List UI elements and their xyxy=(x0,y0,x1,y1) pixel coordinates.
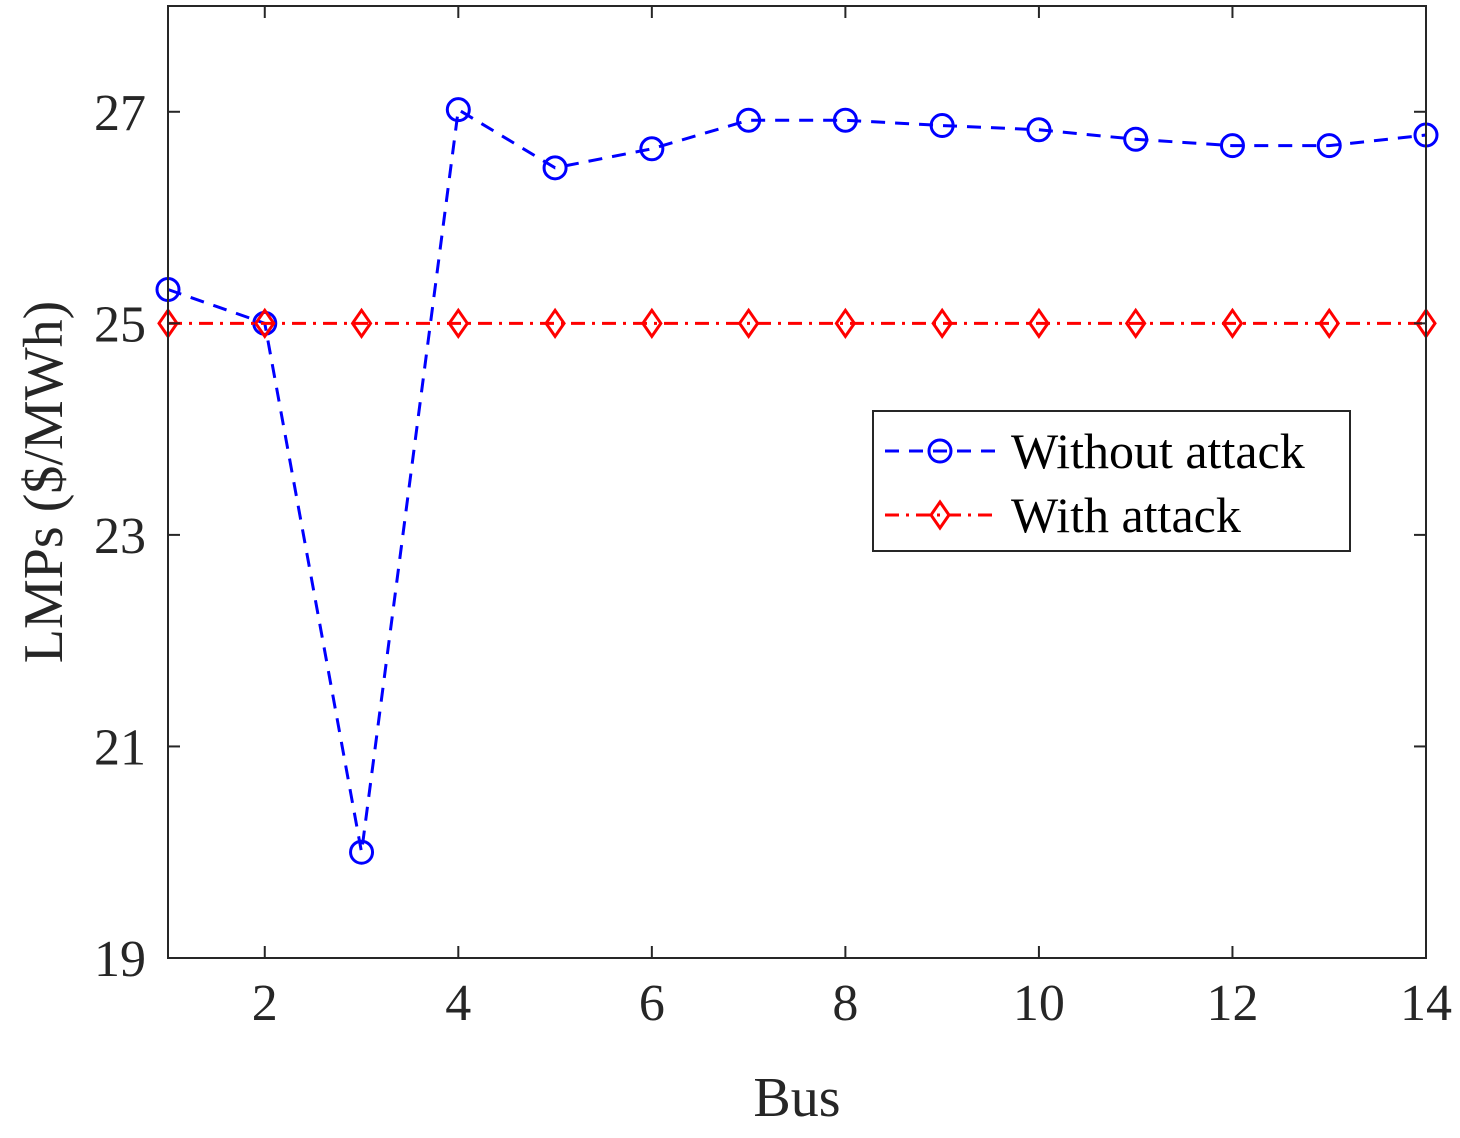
y-tick-label: 27 xyxy=(94,85,146,142)
y-tick-label: 23 xyxy=(94,508,146,565)
data-point xyxy=(931,307,953,339)
data-point xyxy=(1318,307,1341,339)
legend-item: Without attack xyxy=(885,423,1305,479)
data-point xyxy=(542,155,568,181)
data-point xyxy=(350,307,373,339)
x-tick-label: 10 xyxy=(1013,975,1065,1032)
data-point xyxy=(737,307,760,339)
data-point xyxy=(929,113,955,139)
x-axis-label: Bus xyxy=(753,1067,840,1129)
legend: Without attack With attack xyxy=(872,410,1351,552)
x-tick-label: 2 xyxy=(252,975,278,1032)
legend-item: With attack xyxy=(885,487,1241,543)
legend-label: Without attack xyxy=(1011,423,1305,479)
data-point xyxy=(1221,307,1244,339)
data-point xyxy=(1219,133,1245,159)
data-point xyxy=(1316,133,1342,159)
data-point xyxy=(834,307,857,339)
data-point xyxy=(349,839,375,865)
data-point xyxy=(1028,307,1050,339)
series-layer xyxy=(155,97,1439,865)
data-point xyxy=(639,136,665,162)
y-axis-label: LMPs ($/MWh) xyxy=(13,301,75,663)
x-tick-label: 4 xyxy=(445,975,471,1032)
data-point xyxy=(736,107,762,133)
series-line xyxy=(167,107,1427,853)
series-2 xyxy=(157,307,1437,339)
x-tick-label: 8 xyxy=(832,975,858,1032)
legend-box xyxy=(872,410,1351,552)
x-tick-label: 14 xyxy=(1400,975,1452,1032)
data-point xyxy=(253,307,276,339)
data-point xyxy=(832,107,858,133)
data-point xyxy=(447,307,470,339)
y-tick-label: 25 xyxy=(94,296,146,353)
data-point xyxy=(1124,307,1147,339)
data-point xyxy=(1026,117,1052,143)
y-tick-label: 21 xyxy=(94,719,146,776)
y-tick-label: 19 xyxy=(94,931,146,988)
data-point xyxy=(1123,126,1149,152)
legend-label: With attack xyxy=(1011,487,1241,543)
x-tick-label: 6 xyxy=(639,975,665,1032)
data-point xyxy=(445,97,471,123)
data-point xyxy=(544,307,566,339)
x-tick-label: 12 xyxy=(1206,975,1258,1032)
y-axis: 19 21 23 25 27 xyxy=(94,85,1426,988)
x-axis: 2 4 6 8 10 12 14 xyxy=(252,6,1452,1032)
legend-swatch-marker xyxy=(927,438,953,464)
legend-swatch-marker xyxy=(929,499,951,531)
data-point xyxy=(641,307,663,339)
plot-frame xyxy=(167,5,1427,959)
